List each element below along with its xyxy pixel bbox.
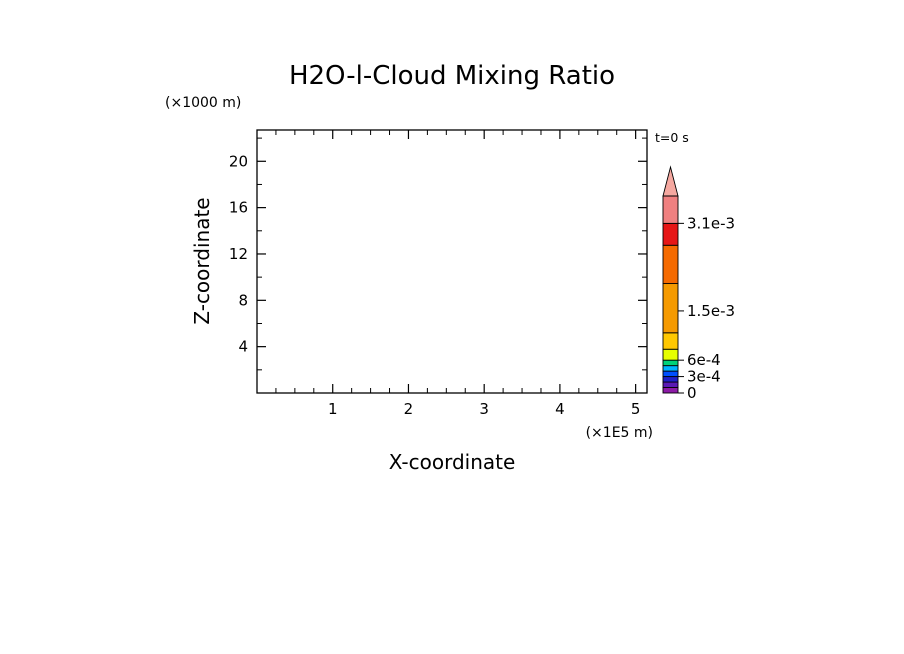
colorbar: 03e-46e-4 1.5e-3 3.1e-3: [662, 165, 735, 402]
colorbar-tick-label: 3.1e-3: [687, 214, 735, 232]
y-tick-label: 8: [238, 291, 248, 309]
colorbar-tick-label: 3e-4: [687, 368, 721, 386]
colorbar-tick-label: 1.5e-3: [687, 302, 735, 320]
x-tick-label: 5: [631, 400, 641, 418]
plot-frame: [256, 129, 648, 394]
x-tick-label: 1: [328, 400, 338, 418]
colorbar-band: [662, 376, 679, 383]
colorbar-band: [662, 244, 679, 285]
time-label: t=0 s: [655, 130, 689, 145]
chart-title: H2O-l-Cloud Mixing Ratio: [289, 61, 615, 91]
colorbar-band: [662, 222, 679, 246]
x-axis: 1 2 3 4 5: [275, 130, 641, 418]
colorbar-band: [662, 359, 679, 367]
y-axis: 4 8 12 16 20: [229, 137, 647, 371]
y-axis-label: Z-coordinate: [190, 197, 214, 324]
x-axis-label: X-coordinate: [389, 450, 516, 474]
colorbar-tick-label: 0: [687, 384, 697, 402]
colorbar-band: [662, 370, 679, 378]
x-axis-units: (×1E5 m): [586, 425, 653, 441]
y-tick-label: 16: [229, 199, 248, 217]
colorbar-band: [662, 387, 679, 394]
x-tick-label: 3: [479, 400, 489, 418]
colorbar-band: [662, 365, 679, 372]
x-tick-label: 4: [555, 400, 565, 418]
colorbar-band: [662, 283, 679, 334]
colorbar-band: [662, 348, 679, 361]
colorbar-band: [662, 195, 679, 224]
colorbar-tick-label: 6e-4: [687, 351, 721, 369]
y-axis-units: (×1000 m): [165, 95, 241, 111]
y-tick-label: 20: [229, 152, 248, 170]
y-tick-label: 4: [238, 338, 248, 356]
x-tick-label: 2: [404, 400, 414, 418]
y-tick-label: 12: [229, 245, 248, 263]
colorbar-extend-arrow: [662, 165, 679, 197]
colorbar-band: [662, 381, 679, 388]
colorbar-band: [662, 332, 679, 350]
plot-area: [256, 129, 648, 394]
